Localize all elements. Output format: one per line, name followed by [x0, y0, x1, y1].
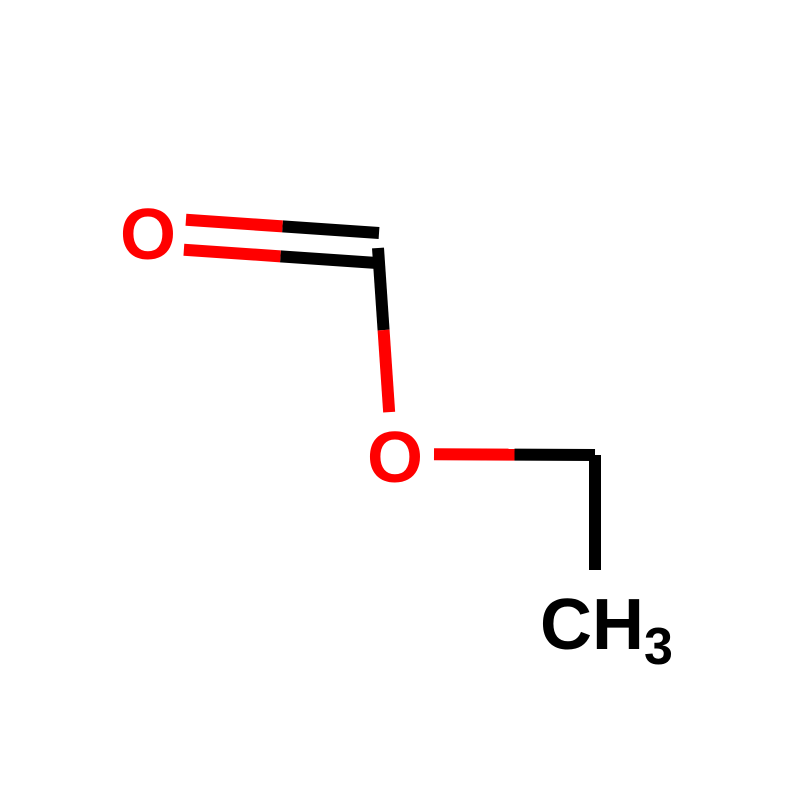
- carbonyl-oxygen-label: O: [120, 195, 176, 275]
- molecule-diagram: OOCH3: [0, 0, 800, 800]
- formyl-to-ester-o-b: [384, 330, 390, 412]
- double-bond-top-2-b: [186, 220, 283, 227]
- double-bond-top-1-a: [280, 256, 377, 263]
- canvas-bg: [0, 0, 800, 800]
- ester-oxygen-label: O: [367, 418, 423, 498]
- double-bond-top-1-b: [184, 250, 281, 257]
- double-bond-top-2-a: [282, 226, 379, 233]
- formyl-to-ester-o-a: [378, 248, 384, 330]
